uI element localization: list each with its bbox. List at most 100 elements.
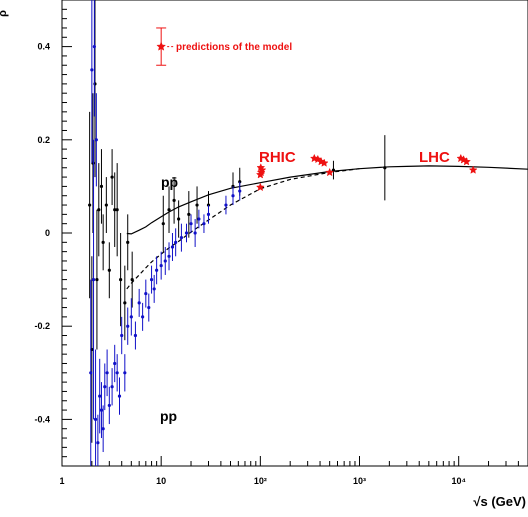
x-tick-label: 10³ (353, 476, 366, 486)
data-point (193, 231, 197, 235)
y-axis-label: ρ (0, 10, 9, 17)
data-point (184, 231, 189, 235)
data-point (95, 278, 99, 282)
x-axis-label: √s (GeV) (473, 494, 526, 509)
data-point (187, 212, 191, 216)
data-point (101, 427, 105, 431)
data-point (177, 217, 181, 221)
data-point (90, 68, 94, 72)
data-point (89, 371, 93, 375)
data-point (141, 315, 145, 319)
y-tick-label: -0.4 (34, 414, 50, 424)
model-star (468, 165, 478, 174)
legend-star (156, 41, 167, 51)
data-point (98, 394, 102, 398)
data-point (147, 305, 151, 310)
data-point (129, 315, 133, 319)
data-point (105, 371, 109, 375)
pbar-p-label: pp̄ (161, 174, 178, 190)
data-point (101, 240, 105, 244)
data-point (123, 371, 127, 375)
model-star (319, 158, 329, 167)
data-point (130, 278, 134, 282)
series-pbar-p (88, 0, 387, 443)
data-point (172, 198, 176, 202)
data-point (99, 184, 104, 188)
model-curves (126, 165, 528, 290)
data-point (93, 82, 97, 86)
data-point (119, 278, 123, 282)
data-point (206, 203, 211, 207)
data-point (123, 301, 127, 305)
model-star (325, 167, 335, 177)
data-point (167, 208, 171, 212)
x-tick-label: 1 (59, 476, 64, 486)
data-point (120, 333, 124, 338)
data-point (126, 240, 130, 244)
data-point (174, 240, 178, 244)
data-point (113, 208, 117, 212)
data-point (137, 301, 141, 305)
y-tick-label: 0.2 (37, 135, 50, 145)
series-pp (89, 0, 242, 466)
data-point (96, 441, 100, 445)
data-point (117, 394, 122, 398)
data-point (115, 371, 119, 375)
data-point (231, 194, 235, 198)
data-point (144, 291, 148, 296)
y-tick-label: 0.4 (37, 42, 50, 52)
data-point (110, 385, 114, 389)
data-point (88, 203, 92, 207)
data-point (110, 175, 114, 179)
data-point (167, 254, 171, 258)
data-point (189, 222, 193, 226)
data-point (163, 259, 167, 263)
data-point (206, 212, 211, 216)
data-point (155, 268, 159, 272)
lhc-label: LHC (419, 149, 450, 166)
data-point (97, 208, 101, 212)
data-point (195, 203, 199, 207)
data-series (88, 0, 387, 466)
y-tick-label: 0 (45, 228, 50, 238)
data-point (94, 138, 98, 142)
model-star (462, 157, 471, 166)
pp-model-curve (126, 168, 360, 290)
data-point (99, 408, 104, 412)
data-point (238, 189, 242, 193)
x-tick-label: 10 (156, 476, 166, 486)
model-star (256, 163, 266, 172)
model-predictions (156, 27, 478, 192)
data-point (383, 166, 387, 170)
data-point (107, 403, 111, 408)
y-tick-label: -0.2 (34, 321, 50, 331)
data-point (92, 45, 96, 49)
data-point (170, 245, 175, 249)
data-point (93, 417, 98, 421)
data-point (197, 217, 201, 221)
data-point (159, 264, 163, 268)
data-point (149, 278, 154, 282)
legend-label: predictions of the model (176, 42, 292, 53)
data-point (91, 278, 96, 282)
data-point (113, 361, 117, 366)
data-point (161, 222, 165, 226)
data-point (179, 236, 184, 240)
data-point (133, 333, 138, 338)
pp-label: pp (160, 408, 177, 424)
model-star (255, 182, 265, 192)
data-point (224, 203, 228, 207)
data-point (126, 324, 130, 328)
data-point (107, 268, 111, 272)
x-tick-label: 10⁴ (451, 476, 465, 486)
axis-ticks: 1 10 10² 10³ 10⁴ 0.4 0.2 0 -0.2 -0.4 (34, 0, 528, 486)
data-point (202, 222, 206, 226)
x-tick-label: 10² (254, 476, 267, 486)
rhic-label: RHIC (259, 149, 296, 166)
data-point (104, 203, 108, 207)
data-point (152, 287, 156, 291)
data-point (238, 180, 242, 184)
pbar-p-model-curve (126, 165, 528, 235)
data-point (115, 208, 119, 212)
